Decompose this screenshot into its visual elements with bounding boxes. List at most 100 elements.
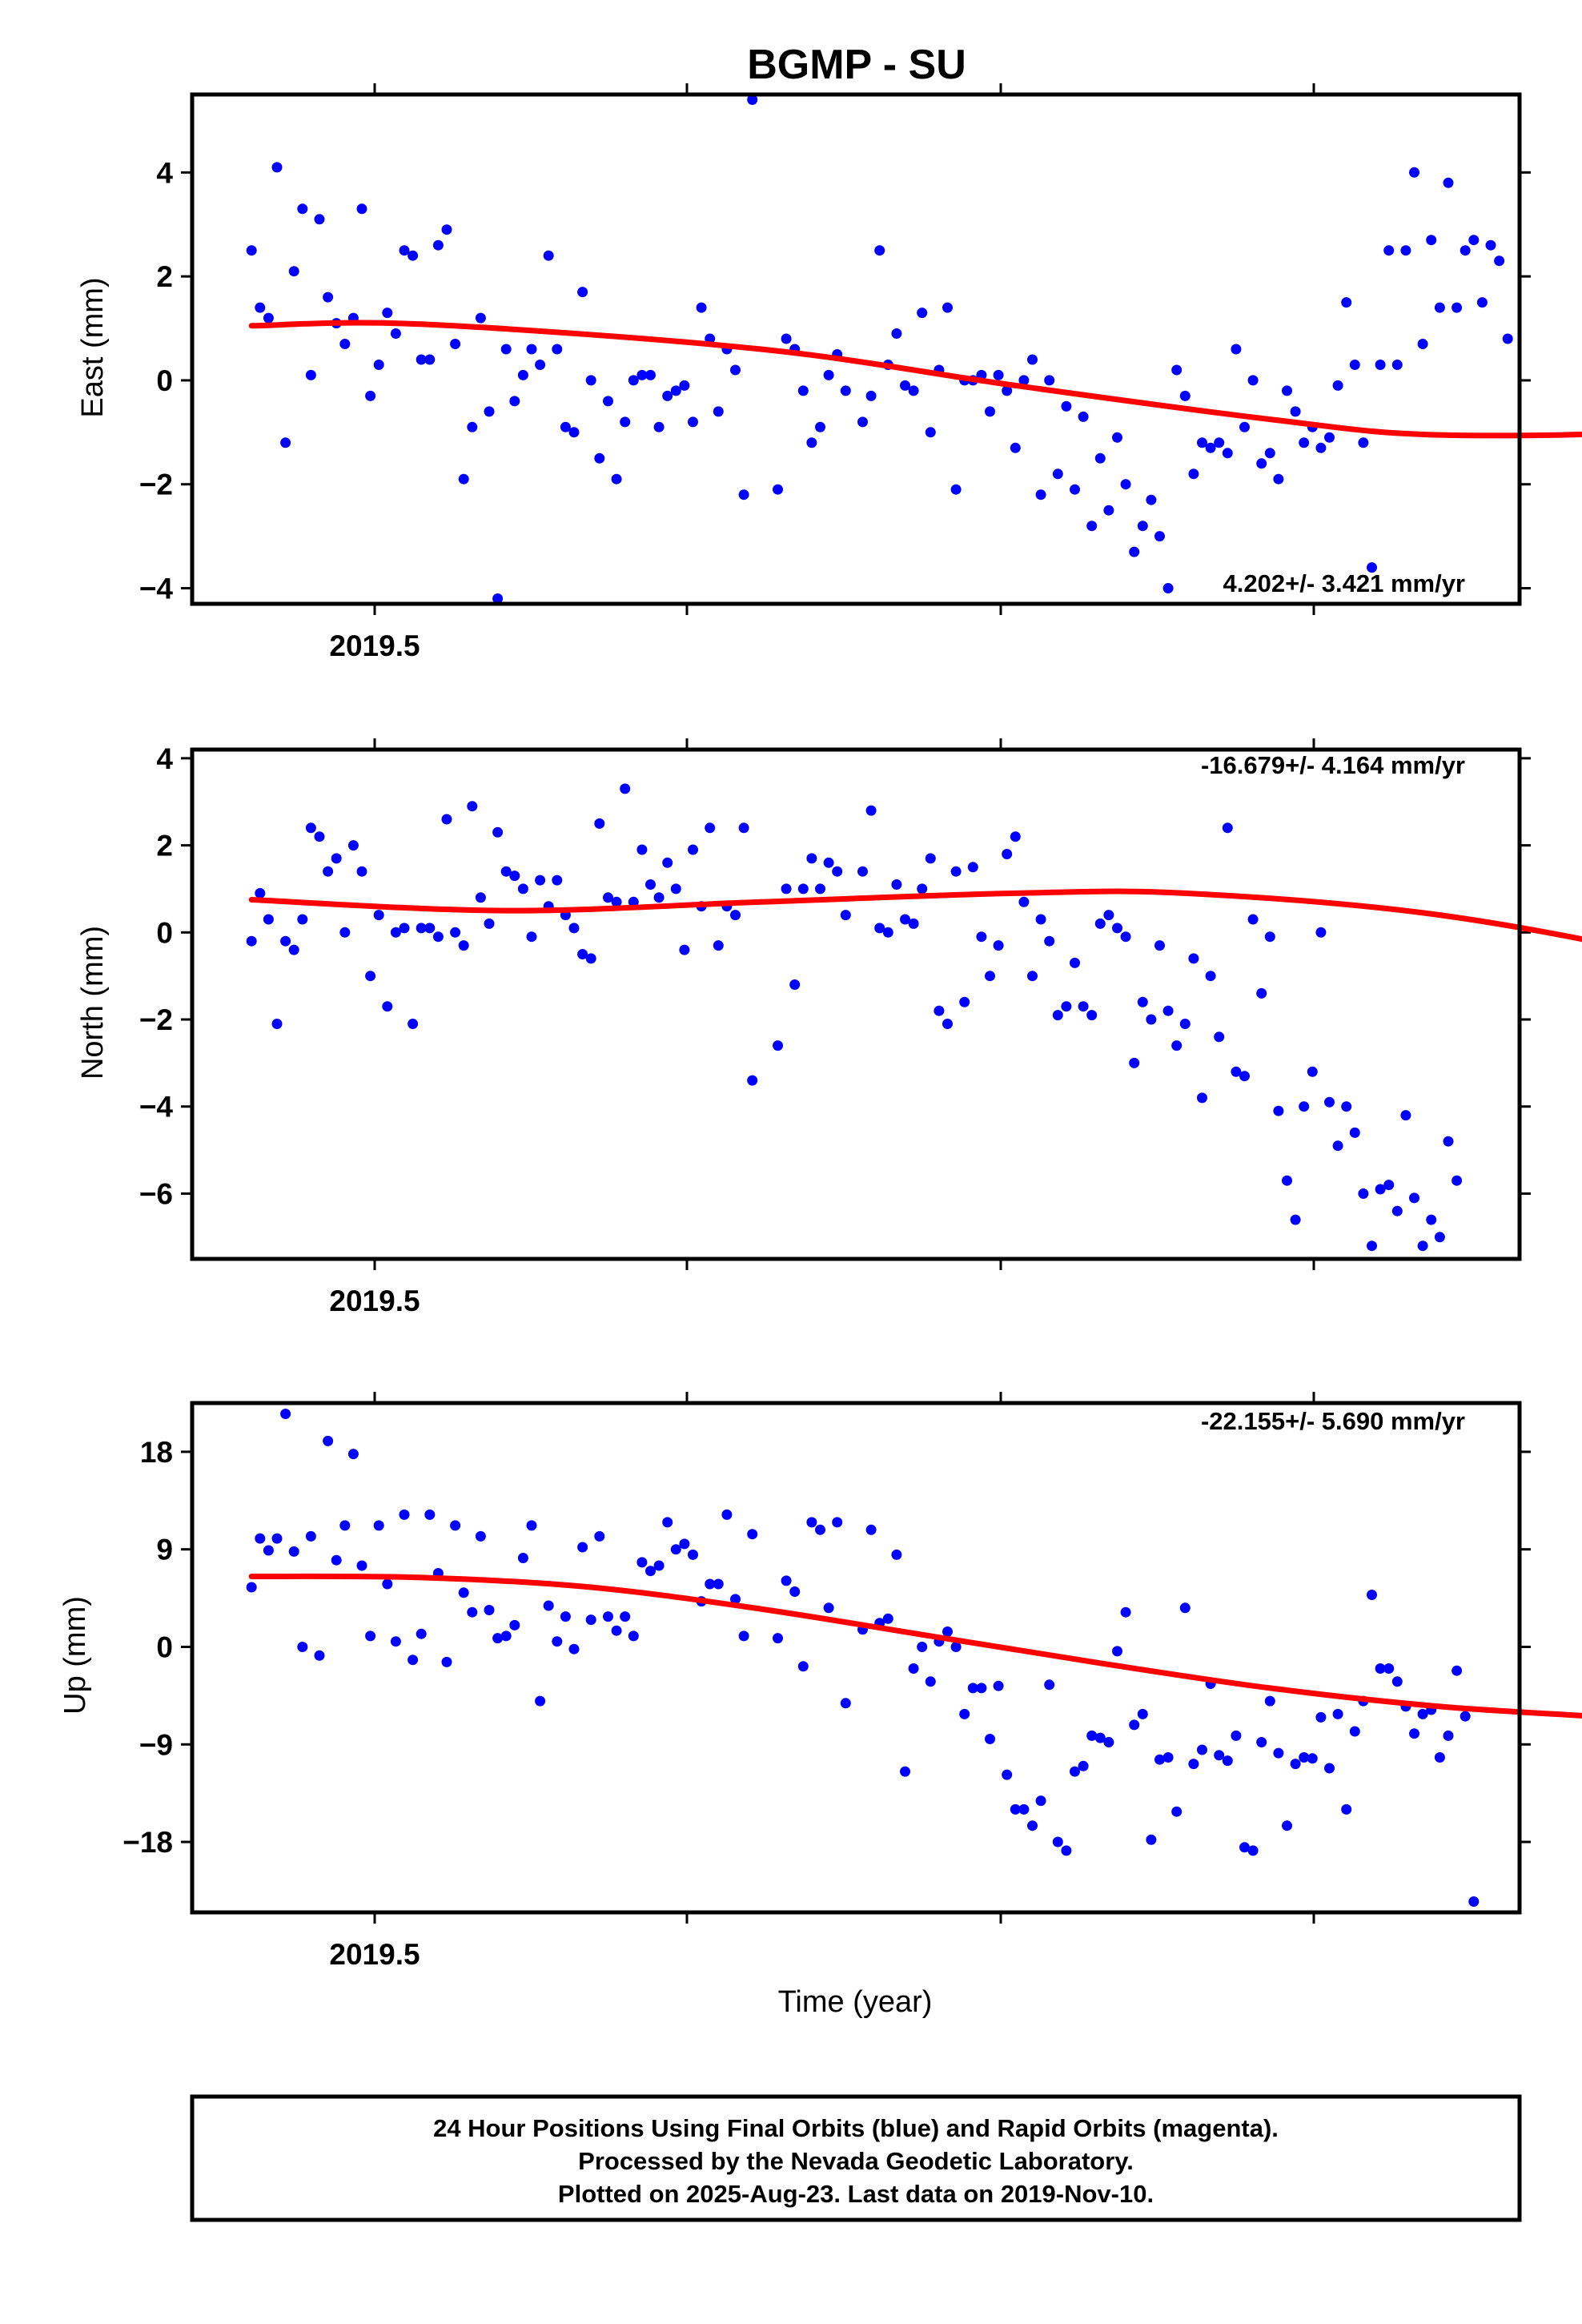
north-point <box>1154 940 1165 951</box>
north-ytick-label: −2 <box>139 1003 173 1036</box>
north-point <box>594 818 605 829</box>
east-point <box>1332 380 1343 391</box>
north-point <box>1010 831 1021 842</box>
east-point <box>526 344 537 355</box>
up-point <box>1452 1665 1463 1676</box>
north-point <box>399 923 410 934</box>
north-point <box>585 953 596 964</box>
east-point <box>543 250 554 261</box>
east-ytick-label: 0 <box>156 364 173 397</box>
north-point <box>1018 896 1030 907</box>
east-point <box>492 593 504 604</box>
east-point <box>1358 437 1369 448</box>
caption-line-2: Processed by the Nevada Geodetic Laborat… <box>578 2147 1134 2175</box>
up-point <box>1434 1752 1445 1763</box>
east-fit-line <box>248 320 1582 439</box>
north-point <box>577 949 588 959</box>
east-point <box>484 406 495 417</box>
east-point <box>432 239 444 251</box>
north-point <box>1358 1188 1369 1199</box>
north-point <box>993 940 1004 951</box>
north-point <box>1443 1136 1454 1147</box>
east-point <box>560 421 571 432</box>
north-point <box>246 935 257 947</box>
east-point <box>339 339 351 349</box>
up-point <box>653 1560 665 1571</box>
up-point <box>416 1628 427 1639</box>
north-point <box>492 826 504 838</box>
east-point <box>255 302 266 313</box>
east-point <box>305 369 316 380</box>
north-point <box>934 1005 945 1016</box>
east-point <box>815 421 825 432</box>
north-point <box>1044 935 1055 947</box>
north-rate-label: -16.679+/- 4.164 mm/yr <box>1201 751 1465 779</box>
east-point <box>857 416 868 428</box>
up-point <box>705 1578 716 1590</box>
east-point <box>577 287 588 298</box>
north-ytick-label: 2 <box>156 830 173 862</box>
up-point <box>925 1676 936 1687</box>
east-point <box>1247 375 1259 386</box>
up-point <box>484 1605 495 1615</box>
east-point <box>1367 562 1377 573</box>
north-point <box>942 1019 953 1029</box>
north-point <box>1129 1057 1140 1068</box>
east-point <box>1044 375 1055 386</box>
east-point <box>1375 360 1386 370</box>
up-point <box>339 1520 351 1531</box>
up-point <box>1018 1803 1030 1815</box>
up-point <box>314 1650 325 1661</box>
north-point <box>662 857 673 868</box>
east-point <box>1052 468 1063 480</box>
up-point <box>679 1538 690 1550</box>
up-point <box>1188 1759 1199 1770</box>
north-point <box>1146 1014 1157 1025</box>
east-point <box>738 489 749 501</box>
up-point <box>297 1642 308 1652</box>
up-point <box>603 1611 613 1622</box>
north-point <box>985 971 995 982</box>
up-point <box>1035 1795 1046 1807</box>
east-point <box>1324 432 1335 443</box>
up-point <box>1222 1755 1233 1767</box>
up-point <box>1391 1676 1403 1687</box>
east-point <box>679 380 690 391</box>
east-point <box>1112 432 1122 443</box>
east-point <box>1129 546 1140 557</box>
north-point <box>730 910 741 921</box>
up-point <box>738 1630 749 1642</box>
up-point <box>1002 1769 1013 1780</box>
north-point <box>1137 996 1148 1007</box>
east-point <box>416 354 427 365</box>
north-point <box>705 822 716 834</box>
north-point <box>1426 1214 1437 1225</box>
north-point <box>1256 987 1267 999</box>
north-point <box>441 814 452 825</box>
north-point <box>1171 1040 1182 1051</box>
east-point <box>1120 479 1131 490</box>
up-point <box>1052 1836 1063 1848</box>
up-point <box>967 1683 978 1694</box>
east-point <box>1315 442 1327 453</box>
north-point <box>280 935 291 947</box>
up-point <box>670 1544 681 1555</box>
north-point <box>959 996 970 1007</box>
north-point <box>458 940 469 951</box>
up-point <box>806 1517 817 1528</box>
up-point <box>959 1708 970 1719</box>
east-observations <box>246 94 1513 604</box>
up-rate-label: -22.155+/- 5.690 mm/yr <box>1201 1407 1465 1435</box>
east-point <box>509 396 520 407</box>
east-ylabel: East (mm) <box>76 277 110 417</box>
north-point <box>1162 1005 1174 1016</box>
up-point <box>1120 1606 1131 1618</box>
north-point <box>1290 1214 1301 1225</box>
up-point <box>1112 1646 1122 1657</box>
north-point <box>356 866 367 877</box>
north-point <box>1367 1240 1377 1252</box>
east-point <box>797 385 809 396</box>
north-point <box>1078 1001 1089 1012</box>
north-point <box>1383 1180 1395 1191</box>
up-point <box>985 1734 995 1744</box>
